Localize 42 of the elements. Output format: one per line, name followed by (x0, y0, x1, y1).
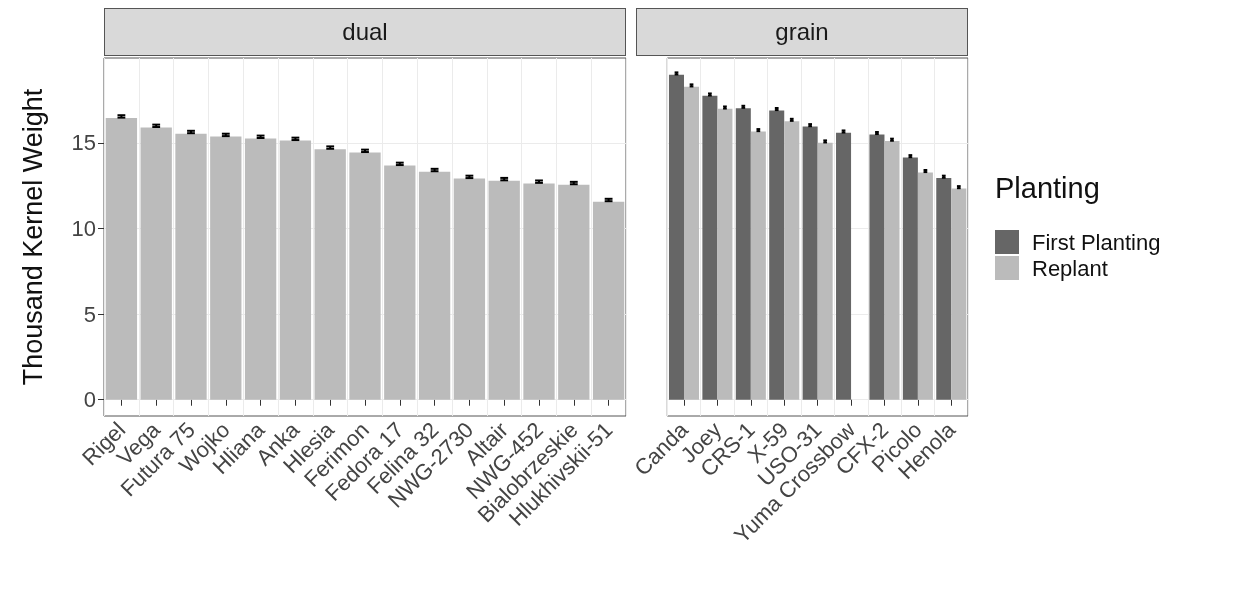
legend-title: Planting (995, 171, 1100, 204)
bar (836, 132, 852, 400)
legend-label: Replant (1032, 255, 1108, 281)
bar (869, 134, 885, 400)
bar (951, 188, 967, 400)
bar (750, 131, 766, 400)
bar (917, 172, 933, 400)
bar (244, 138, 277, 400)
bar (817, 142, 833, 400)
bar (418, 171, 451, 400)
y-tick-label: 0 (83, 387, 96, 413)
bar (453, 178, 486, 400)
bar (349, 152, 381, 400)
bar (175, 133, 207, 400)
bar (105, 118, 138, 400)
bar (702, 95, 718, 400)
bar (314, 149, 346, 400)
bar (488, 180, 520, 400)
bar (668, 74, 684, 400)
bar (884, 141, 900, 400)
bar (210, 136, 242, 400)
y-axis-title: Thousand Kernel Weight (17, 88, 48, 386)
bar (902, 157, 918, 400)
bar (279, 140, 312, 400)
bar (769, 110, 785, 400)
bar (140, 127, 172, 400)
bar (936, 178, 952, 400)
bar (784, 121, 800, 400)
bar (558, 184, 590, 400)
y-tick-label: 10 (71, 215, 96, 241)
chart-title: grain (636, 8, 968, 56)
bar (592, 201, 625, 400)
y-tick-label: 15 (71, 130, 96, 156)
bar (523, 183, 555, 400)
bar (384, 165, 416, 400)
bar (717, 108, 733, 400)
bar (735, 108, 751, 400)
chart-title: dual (104, 8, 626, 56)
bar (684, 86, 700, 400)
bar (802, 126, 818, 400)
legend-label: First Planting (1032, 229, 1161, 255)
y-tick-label: 5 (83, 301, 96, 327)
